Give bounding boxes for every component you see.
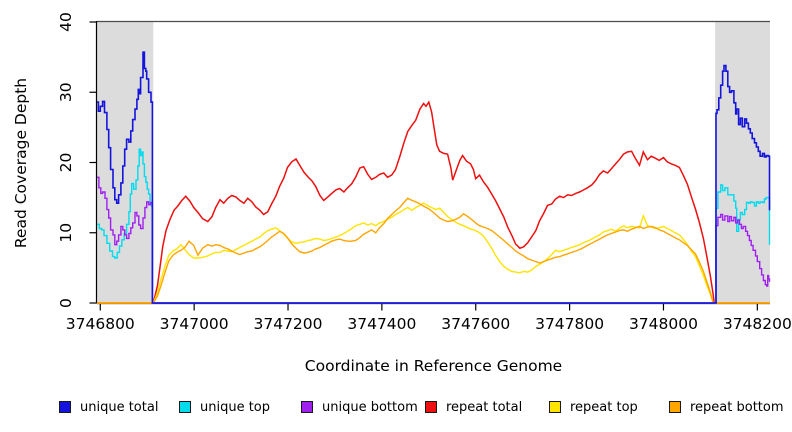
shaded-region bbox=[715, 22, 770, 303]
legend-label: unique bottom bbox=[322, 399, 418, 415]
legend-item-repeat-total: repeat total bbox=[425, 398, 522, 416]
y-tick-label: 10 bbox=[57, 223, 75, 243]
legend-swatch-icon bbox=[669, 401, 681, 413]
x-tick-label: 3748200 bbox=[723, 315, 792, 333]
x-tick-label: 3746800 bbox=[66, 315, 135, 333]
series-line-unique-bottom bbox=[97, 176, 771, 304]
legend-label: unique top bbox=[200, 399, 271, 415]
x-tick-label: 3747800 bbox=[535, 315, 604, 333]
x-axis-title: Coordinate in Reference Genome bbox=[304, 357, 563, 375]
legend-swatch-icon bbox=[549, 401, 561, 413]
y-tick-label: 40 bbox=[57, 12, 75, 32]
legend-label: repeat total bbox=[446, 399, 523, 415]
legend-item-unique-bottom: unique bottom bbox=[301, 398, 418, 416]
legend-item-unique-total: unique total bbox=[59, 398, 158, 416]
legend-swatch-icon bbox=[425, 401, 437, 413]
x-tick-label: 3748000 bbox=[629, 315, 698, 333]
legend-item-unique-top: unique top bbox=[179, 398, 270, 416]
y-tick-label: 0 bbox=[57, 298, 75, 308]
y-tick-label: 20 bbox=[57, 153, 75, 173]
legend-label: repeat top bbox=[570, 399, 638, 415]
legend-item-repeat-bottom: repeat bottom bbox=[669, 398, 784, 416]
legend-swatch-icon bbox=[301, 401, 313, 413]
series-line-repeat-top bbox=[97, 202, 770, 304]
x-tick-label: 3747000 bbox=[160, 315, 229, 333]
legend-swatch-icon bbox=[59, 401, 71, 413]
legend: unique total unique top unique bottom repea… bbox=[0, 398, 792, 418]
legend-swatch-icon bbox=[179, 401, 191, 413]
x-tick-label: 3747600 bbox=[441, 315, 510, 333]
legend-label: unique total bbox=[80, 399, 159, 415]
legend-label: repeat bottom bbox=[690, 399, 784, 415]
series-line-repeat-bottom bbox=[97, 197, 770, 304]
legend-item-repeat-top: repeat top bbox=[549, 398, 638, 416]
series-line-repeat-total bbox=[97, 100, 770, 304]
x-tick-label: 3747400 bbox=[347, 315, 416, 333]
y-tick-label: 30 bbox=[57, 82, 75, 102]
y-axis-title: Read Coverage Depth bbox=[12, 77, 30, 249]
x-tick-label: 3747200 bbox=[253, 315, 322, 333]
axes bbox=[89, 21, 770, 311]
series-line-unique-total bbox=[97, 51, 771, 304]
series-line-unique-top bbox=[97, 148, 771, 304]
